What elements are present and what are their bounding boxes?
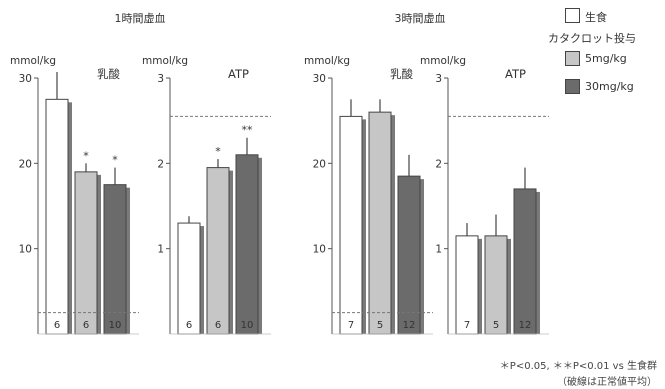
panel-group-title: 1時間虚血 xyxy=(115,11,166,25)
bar xyxy=(45,98,69,335)
sample-size-label: 10 xyxy=(109,320,122,331)
bar xyxy=(235,154,259,335)
significance-marker: * xyxy=(215,145,221,158)
panel-group-title: 3時間虚血 xyxy=(395,11,446,25)
legend-label-30mg: 30mg/kg xyxy=(585,80,634,93)
significance-marker: * xyxy=(112,154,118,167)
bar xyxy=(74,171,98,335)
y-tick-label: 10 xyxy=(19,244,32,256)
sample-size-label: 7 xyxy=(348,320,354,331)
bar xyxy=(103,184,127,335)
y-tick-label: 30 xyxy=(313,73,326,85)
sample-size-label: 12 xyxy=(519,320,532,331)
bar xyxy=(177,222,201,335)
legend-swatch-5mg xyxy=(565,51,580,66)
legend-swatch-saline xyxy=(565,8,580,23)
sample-size-label: 6 xyxy=(54,320,60,331)
y-tick-label: 2 xyxy=(157,158,164,170)
y-tick-label: 3 xyxy=(157,73,164,85)
y-axis-unit-label: mmol/kg xyxy=(142,55,188,67)
significance-marker: ** xyxy=(242,124,254,137)
bar xyxy=(368,111,392,335)
sample-size-label: 7 xyxy=(464,320,470,331)
legend-group-label: カタクロット投与 xyxy=(548,32,636,45)
bar xyxy=(513,188,537,335)
bar xyxy=(339,115,363,335)
sample-size-label: 10 xyxy=(241,320,254,331)
sample-size-label: 12 xyxy=(403,320,416,331)
y-axis-unit-label: mmol/kg xyxy=(10,55,56,67)
y-tick-label: 3 xyxy=(435,73,442,85)
y-tick-label: 10 xyxy=(313,244,326,256)
y-tick-label: 30 xyxy=(19,73,32,85)
y-tick-label: 2 xyxy=(435,158,442,170)
bar xyxy=(206,167,230,335)
legend-swatch-30mg xyxy=(565,79,580,94)
sample-size-label: 6 xyxy=(83,320,89,331)
panel-title: ATP xyxy=(505,67,526,81)
normal-line-footnote: （破線は正常値平均） xyxy=(557,377,657,388)
significance-footnote: ＊P<0.05, ＊＊P<0.01 vs 生食群 xyxy=(499,361,657,372)
bar xyxy=(397,175,421,335)
y-tick-label: 20 xyxy=(19,158,32,170)
legend-label-saline: 生食 xyxy=(585,11,607,24)
sample-size-label: 6 xyxy=(186,320,192,331)
y-tick-label: 20 xyxy=(313,158,326,170)
y-axis-unit-label: mmol/kg xyxy=(420,55,466,67)
panel-title: ATP xyxy=(228,67,249,81)
chart-panel-2 xyxy=(166,77,271,335)
sample-size-label: 5 xyxy=(493,320,499,331)
y-axis-unit-label: mmol/kg xyxy=(304,55,350,67)
significance-marker: * xyxy=(83,149,89,162)
panel-title: 乳酸 xyxy=(97,67,120,81)
chart-panel-3 xyxy=(328,77,433,335)
chart-panel-1 xyxy=(34,72,139,335)
panel-title: 乳酸 xyxy=(390,67,413,81)
sample-size-label: 6 xyxy=(215,320,221,331)
legend-label-5mg: 5mg/kg xyxy=(585,52,627,65)
y-tick-label: 1 xyxy=(435,244,442,256)
chart-panel-4 xyxy=(444,77,549,335)
sample-size-label: 5 xyxy=(377,320,383,331)
y-tick-label: 1 xyxy=(157,244,164,256)
